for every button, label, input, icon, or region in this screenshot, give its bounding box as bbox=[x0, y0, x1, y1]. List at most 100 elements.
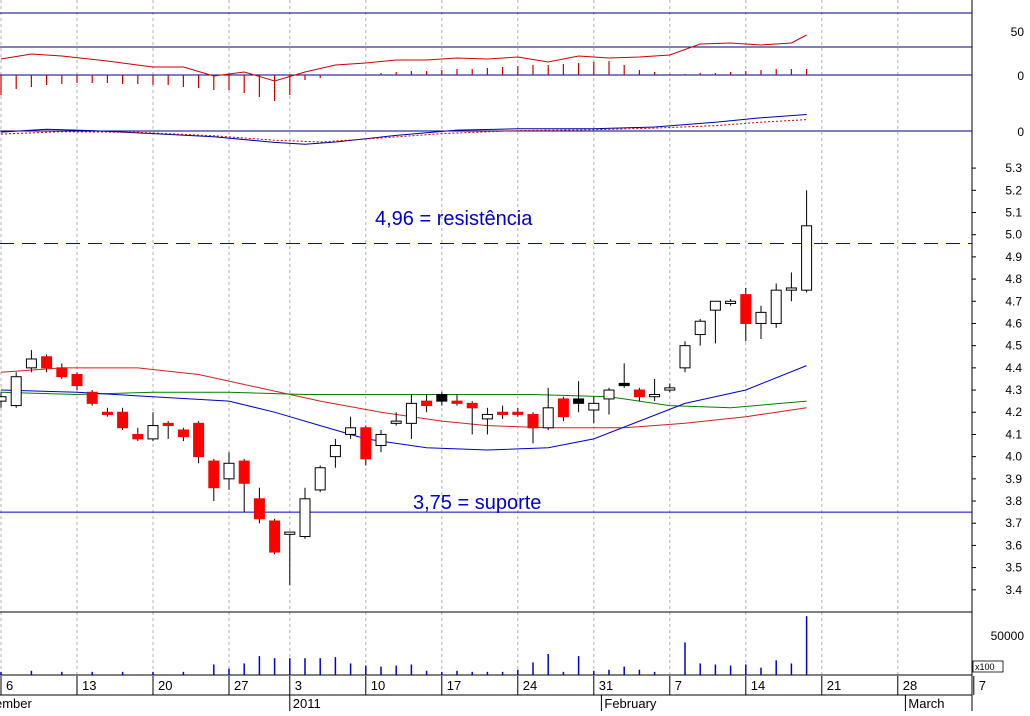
x-tick-label: 14 bbox=[751, 678, 765, 693]
candle-body bbox=[633, 389, 645, 398]
volume-panel bbox=[0, 616, 808, 675]
candle bbox=[694, 319, 706, 346]
x-tick-label: 27 bbox=[234, 678, 248, 693]
candle-body bbox=[557, 398, 569, 418]
candle bbox=[253, 487, 265, 524]
price-tick-label: 4.0 bbox=[1005, 450, 1022, 464]
candle-body bbox=[664, 387, 676, 391]
x-tick-label: 17 bbox=[447, 678, 461, 693]
candle-body bbox=[132, 433, 144, 440]
candle-body bbox=[345, 427, 357, 435]
candle bbox=[755, 305, 767, 339]
candle-body bbox=[0, 396, 7, 402]
candle bbox=[56, 363, 68, 379]
candle-body bbox=[375, 433, 387, 447]
candle bbox=[664, 383, 676, 393]
histogram-tick-label: 0 bbox=[1017, 69, 1024, 83]
price-tick-label: 4.9 bbox=[1005, 250, 1022, 264]
price-tick-label: 4.5 bbox=[1005, 339, 1022, 353]
price-tick-label: 4.8 bbox=[1005, 272, 1022, 286]
candle bbox=[390, 412, 402, 426]
candle bbox=[497, 405, 509, 419]
candle bbox=[117, 407, 129, 430]
candle bbox=[405, 394, 417, 439]
candle bbox=[466, 401, 478, 435]
rsi-line bbox=[0, 34, 807, 82]
x-tick-label: 20 bbox=[158, 678, 172, 693]
price-tick-label: 5.1 bbox=[1005, 205, 1022, 219]
candle bbox=[725, 299, 737, 306]
resistance-annotation: 4,96 = resistência bbox=[375, 208, 533, 230]
candle bbox=[101, 407, 113, 417]
price-tick-label: 3.5 bbox=[1005, 561, 1022, 575]
candle-body bbox=[512, 411, 524, 415]
candle-body bbox=[436, 393, 448, 402]
x-tick-label: 10 bbox=[371, 678, 385, 693]
axes: 50 0 0 3.4 3.5 3.6 3.7 3.8 3.9 4.0 4.1 4.2 4.3 4.4 4.5… bbox=[0, 25, 1024, 711]
price-tick-label: 3.8 bbox=[1005, 494, 1022, 508]
candle-body bbox=[390, 420, 402, 424]
candle bbox=[132, 427, 144, 442]
candle bbox=[10, 372, 22, 408]
candle bbox=[269, 518, 281, 555]
candle-body bbox=[10, 376, 22, 407]
macd-tick-label: 0 bbox=[1017, 125, 1024, 139]
x-tick-label: 21 bbox=[827, 678, 841, 693]
candle-body bbox=[785, 287, 797, 291]
candle bbox=[238, 458, 250, 513]
candle bbox=[603, 387, 615, 415]
candle-body bbox=[405, 402, 417, 424]
price-tick-label: 5.0 bbox=[1005, 228, 1022, 242]
candle-body bbox=[86, 391, 98, 404]
candle bbox=[573, 381, 585, 413]
candle-body bbox=[451, 400, 463, 404]
price-tick-label: 3.7 bbox=[1005, 516, 1022, 530]
month-label: March bbox=[908, 696, 944, 711]
candle bbox=[147, 412, 159, 442]
candlesticks bbox=[0, 190, 813, 586]
volume-tick-label: 50000 bbox=[991, 629, 1025, 643]
candle bbox=[633, 387, 645, 402]
month-label: February bbox=[604, 696, 657, 711]
moving-average-ma_short bbox=[0, 365, 807, 451]
candle bbox=[208, 458, 220, 502]
candle-body bbox=[253, 498, 265, 520]
candle bbox=[709, 300, 721, 344]
candle bbox=[329, 438, 341, 468]
price-tick-label: 3.6 bbox=[1005, 538, 1022, 552]
candle-body bbox=[101, 411, 113, 415]
moving-average-ma_mid bbox=[0, 391, 807, 409]
candle-body bbox=[284, 531, 296, 535]
price-tick-label: 4.4 bbox=[1005, 361, 1022, 375]
candle bbox=[162, 421, 174, 439]
candle bbox=[284, 531, 296, 586]
price-tick-label: 4.2 bbox=[1005, 405, 1022, 419]
candle-body bbox=[649, 393, 661, 398]
volume-multiplier-box bbox=[972, 660, 1004, 673]
candle bbox=[801, 190, 813, 293]
x-tick-label: 13 bbox=[82, 678, 96, 693]
candle-body bbox=[208, 460, 220, 489]
macd-line bbox=[0, 114, 807, 145]
candle-body bbox=[725, 300, 737, 304]
candle bbox=[223, 452, 235, 490]
candle-body bbox=[41, 356, 53, 369]
candle-body bbox=[603, 389, 615, 400]
candle bbox=[0, 392, 7, 408]
candle-body bbox=[177, 429, 189, 438]
candle bbox=[527, 412, 539, 444]
price-tick-label: 3.4 bbox=[1005, 583, 1022, 597]
candle-body bbox=[618, 382, 630, 387]
price-tick-label: 3.9 bbox=[1005, 472, 1022, 486]
candle-body bbox=[193, 422, 205, 458]
x-tick-label: 28 bbox=[903, 678, 917, 693]
rsi-panel bbox=[0, 34, 807, 82]
candle bbox=[618, 363, 630, 388]
support-resistance: 4,96 = resistência 3,75 = suporte bbox=[0, 208, 972, 514]
candle-body bbox=[542, 407, 554, 429]
candle bbox=[588, 396, 600, 424]
candle-body bbox=[314, 467, 326, 491]
volume-multiplier-label: x100 bbox=[975, 662, 995, 672]
